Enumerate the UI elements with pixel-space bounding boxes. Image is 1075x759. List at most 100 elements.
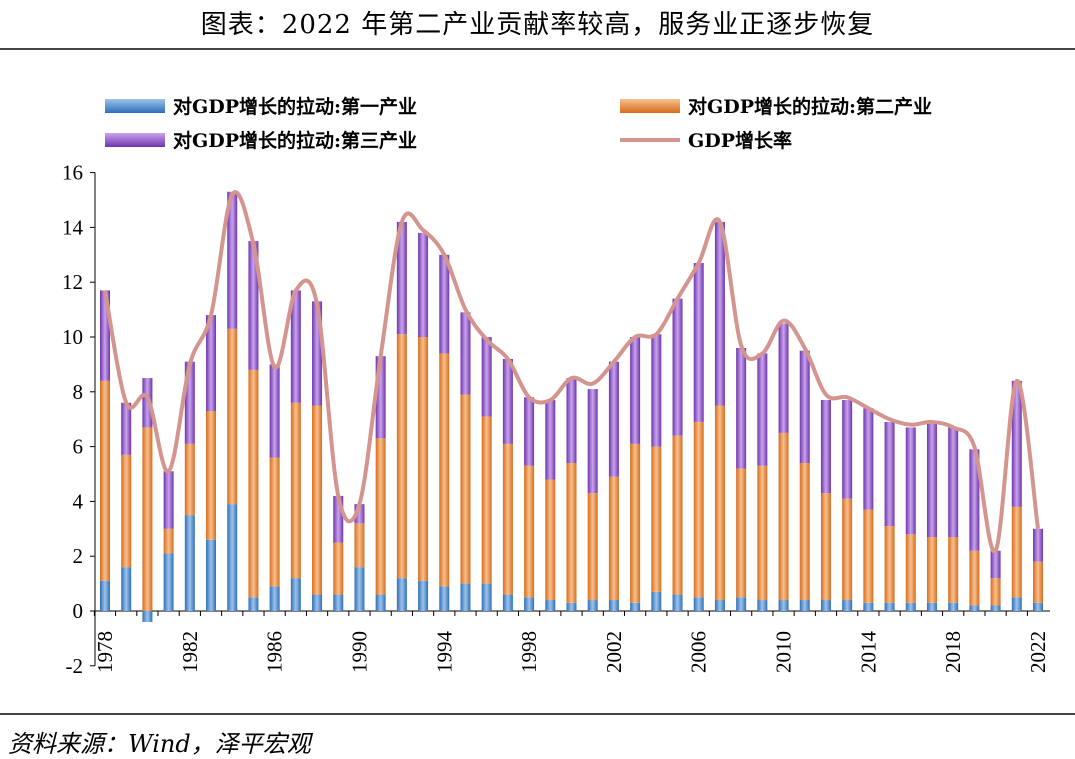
bar-secondary bbox=[375, 438, 386, 595]
bar-secondary bbox=[481, 416, 492, 584]
source-divider bbox=[0, 713, 1075, 715]
bar-primary bbox=[651, 591, 662, 611]
legend-item-tertiary: 对GDP增长的拉动:第三产业 bbox=[105, 126, 417, 153]
bar-primary bbox=[312, 594, 323, 611]
x-tick-label: 1994 bbox=[432, 631, 456, 674]
legend-swatch-secondary bbox=[620, 98, 680, 113]
bar-primary bbox=[524, 597, 535, 611]
bar-tertiary bbox=[651, 334, 662, 447]
bar-secondary bbox=[651, 446, 662, 592]
bar-primary bbox=[460, 583, 471, 611]
bar-primary bbox=[884, 602, 895, 611]
bar-tertiary bbox=[587, 389, 598, 494]
bar-secondary bbox=[566, 463, 577, 603]
bar-secondary bbox=[1011, 506, 1022, 598]
bar-secondary bbox=[863, 509, 874, 603]
legend-label-secondary: 对GDP增长的拉动:第二产业 bbox=[688, 96, 933, 118]
bar-secondary bbox=[312, 405, 323, 595]
legend-label-tertiary: 对GDP增长的拉动:第三产业 bbox=[173, 130, 418, 152]
bar-tertiary bbox=[693, 263, 704, 422]
bar-primary bbox=[863, 602, 874, 611]
bar-primary bbox=[121, 567, 132, 611]
x-tick-label: 2014 bbox=[856, 631, 880, 674]
bar-secondary bbox=[778, 432, 789, 601]
chart-plot: -2 0 2 4 6 8 10 12 14 16 1978 1982 1986 1990 1994 1998 2… bbox=[62, 161, 1050, 678]
bar-primary bbox=[248, 597, 259, 611]
bar-secondary bbox=[142, 427, 153, 611]
bar-tertiary bbox=[312, 301, 323, 406]
bar-tertiary bbox=[545, 400, 556, 480]
x-tick-label: 2022 bbox=[1026, 631, 1050, 673]
bar-tertiary bbox=[375, 356, 386, 439]
bar-tertiary bbox=[863, 408, 874, 510]
bar-primary bbox=[969, 605, 980, 611]
bar-secondary bbox=[439, 353, 450, 587]
bar-tertiary bbox=[842, 400, 853, 499]
bar-primary bbox=[778, 600, 789, 611]
x-tick-label: 2018 bbox=[941, 631, 965, 673]
bar-primary bbox=[714, 600, 725, 611]
bar-tertiary bbox=[481, 337, 492, 417]
bar-tertiary bbox=[502, 358, 513, 444]
bar-secondary bbox=[184, 443, 195, 516]
bar-secondary bbox=[545, 479, 556, 601]
bar-primary bbox=[290, 578, 301, 611]
bar-tertiary bbox=[1011, 380, 1022, 507]
bar-primary bbox=[439, 586, 450, 611]
y-tick-label: 10 bbox=[62, 325, 83, 349]
bar-tertiary bbox=[948, 427, 959, 538]
y-tick-label: 2 bbox=[73, 544, 84, 568]
bar-primary bbox=[630, 602, 641, 611]
bar-primary bbox=[184, 515, 195, 611]
bar-secondary bbox=[460, 394, 471, 584]
bar-tertiary bbox=[418, 232, 429, 337]
bar-tertiary bbox=[820, 400, 831, 494]
bar-tertiary bbox=[163, 471, 174, 529]
bar-secondary bbox=[948, 537, 959, 603]
bar-tertiary bbox=[990, 550, 1001, 579]
bar-secondary bbox=[1033, 561, 1043, 603]
bar-tertiary bbox=[354, 504, 365, 524]
bar-primary bbox=[333, 594, 344, 611]
bar-secondary bbox=[693, 421, 704, 598]
bar-primary bbox=[1033, 602, 1043, 611]
bar-primary bbox=[269, 586, 280, 611]
bar-tertiary bbox=[396, 221, 407, 335]
bar-tertiary bbox=[778, 323, 789, 433]
bar-primary bbox=[354, 567, 365, 611]
bar-tertiary bbox=[100, 290, 110, 381]
x-tick-label: 2002 bbox=[602, 631, 626, 673]
y-tick-label: 12 bbox=[62, 270, 83, 294]
bar-primary bbox=[396, 578, 407, 611]
bar-primary bbox=[799, 600, 810, 611]
bar-secondary bbox=[969, 550, 980, 606]
bar-primary bbox=[100, 580, 110, 611]
y-tick-label: 8 bbox=[73, 380, 84, 404]
bar-secondary bbox=[269, 457, 280, 587]
y-tick-label: 14 bbox=[62, 215, 84, 239]
bar-tertiary bbox=[439, 254, 450, 354]
bar-primary bbox=[693, 597, 704, 611]
bar-secondary bbox=[502, 443, 513, 595]
x-tick-label: 1978 bbox=[93, 631, 117, 673]
bar-secondary bbox=[163, 528, 174, 554]
bar-tertiary bbox=[799, 350, 810, 464]
bar-secondary bbox=[799, 463, 810, 601]
bar-secondary bbox=[842, 498, 853, 601]
bar-secondary bbox=[736, 468, 747, 598]
bar-tertiary bbox=[714, 221, 725, 406]
x-tick-label: 1986 bbox=[263, 631, 287, 673]
bar-primary bbox=[481, 583, 492, 611]
bar-secondary bbox=[990, 578, 1001, 606]
bar-tertiary bbox=[121, 402, 132, 455]
legend-line-growth bbox=[620, 137, 680, 142]
bar-secondary bbox=[227, 328, 238, 505]
bar-tertiary bbox=[1033, 528, 1043, 562]
bar-secondary bbox=[820, 493, 831, 601]
bar-secondary bbox=[524, 465, 535, 598]
gdp-growth-line bbox=[103, 190, 1040, 554]
bar-primary bbox=[142, 611, 153, 622]
bar-tertiary bbox=[969, 449, 980, 551]
bar-secondary bbox=[884, 526, 895, 603]
y-tick-label: 16 bbox=[62, 161, 83, 185]
